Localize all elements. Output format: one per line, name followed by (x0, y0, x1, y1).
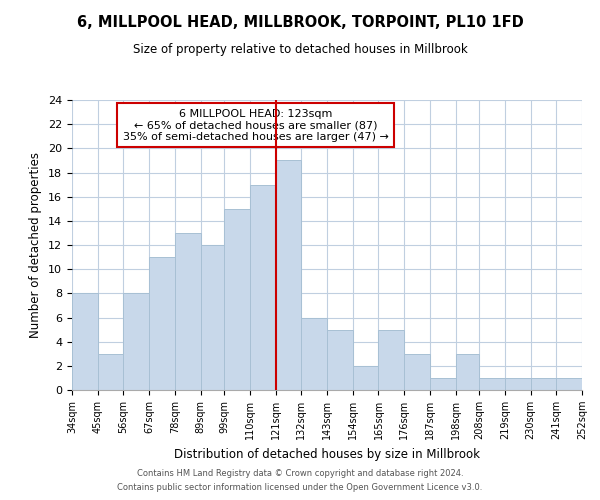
Bar (379, 330, 404, 390)
Bar (404, 354, 430, 390)
Bar (175, 233, 200, 390)
Y-axis label: Number of detached properties: Number of detached properties (29, 152, 43, 338)
Bar (72, 294, 98, 390)
Bar (505, 378, 530, 390)
Bar (353, 366, 379, 390)
Bar (301, 318, 327, 390)
Bar (200, 245, 224, 390)
Bar (530, 378, 556, 390)
Bar (250, 184, 275, 390)
X-axis label: Distribution of detached houses by size in Millbrook: Distribution of detached houses by size … (174, 448, 480, 460)
Text: 6 MILLPOOL HEAD: 123sqm
← 65% of detached houses are smaller (87)
35% of semi-de: 6 MILLPOOL HEAD: 123sqm ← 65% of detache… (122, 108, 389, 142)
Bar (479, 378, 505, 390)
Bar (327, 330, 353, 390)
Bar (556, 378, 582, 390)
Bar (275, 160, 301, 390)
Text: Size of property relative to detached houses in Millbrook: Size of property relative to detached ho… (133, 42, 467, 56)
Bar (224, 209, 250, 390)
Bar (98, 354, 124, 390)
Bar (124, 294, 149, 390)
Bar (455, 354, 479, 390)
Text: Contains HM Land Registry data © Crown copyright and database right 2024.: Contains HM Land Registry data © Crown c… (137, 468, 463, 477)
Bar (430, 378, 455, 390)
Bar (149, 257, 175, 390)
Text: Contains public sector information licensed under the Open Government Licence v3: Contains public sector information licen… (118, 484, 482, 492)
Text: 6, MILLPOOL HEAD, MILLBROOK, TORPOINT, PL10 1FD: 6, MILLPOOL HEAD, MILLBROOK, TORPOINT, P… (77, 15, 523, 30)
